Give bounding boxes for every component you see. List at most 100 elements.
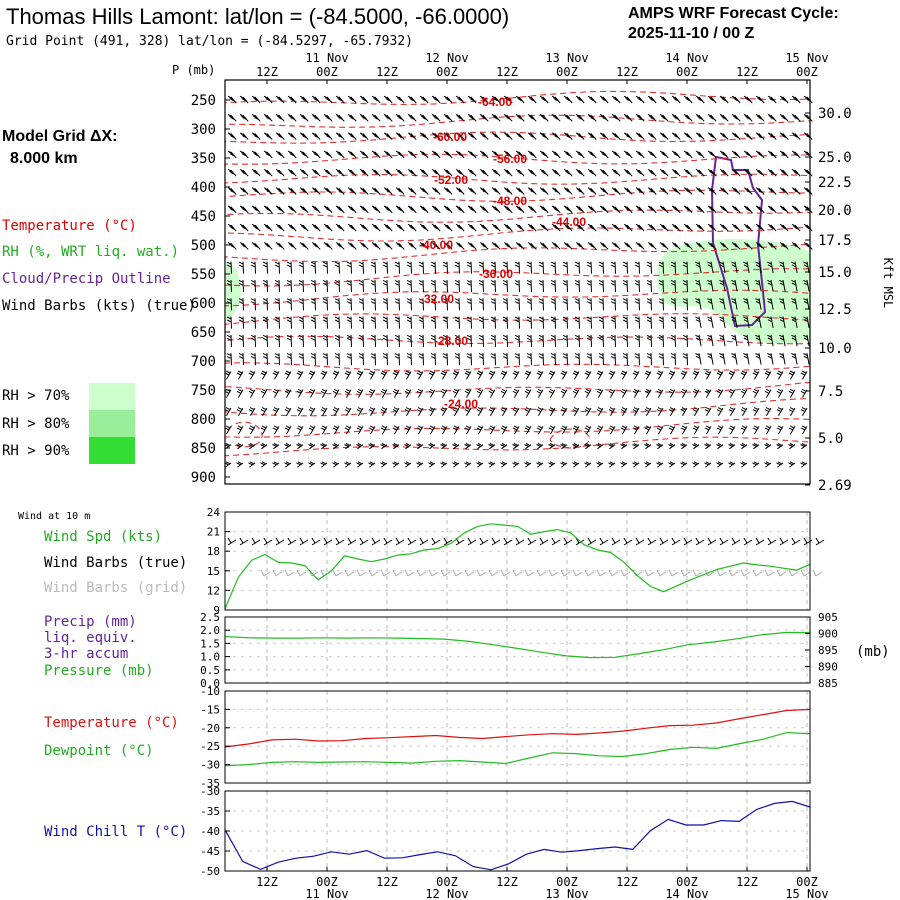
wind-barb xyxy=(656,461,664,468)
wind-barb xyxy=(584,443,592,450)
temperature-panel: Temperature (°C) Dewpoint (°C) -10 -15 -20… xyxy=(44,685,811,790)
wind-barb xyxy=(491,95,501,104)
wind-barb xyxy=(392,425,400,435)
wind-barb xyxy=(404,443,412,450)
wind-barb xyxy=(695,298,702,310)
surface-wind-barb-true xyxy=(263,537,273,546)
wind-barb xyxy=(467,150,477,159)
wind-barb xyxy=(743,114,753,122)
surface-wind-barb-true xyxy=(491,537,501,546)
bottom-time-tick: 00Z xyxy=(556,875,578,889)
wind-barb xyxy=(563,187,573,195)
wind-barb xyxy=(791,187,801,195)
isotherm-line xyxy=(224,90,811,107)
wind-barb xyxy=(548,407,556,417)
wind-barb xyxy=(632,370,640,380)
wind-barb xyxy=(682,261,688,274)
wind-barb xyxy=(611,242,621,250)
surface-wind-barb-true xyxy=(251,537,261,546)
wind-barb xyxy=(635,150,645,159)
surface-wind-barb-grid xyxy=(560,569,571,577)
pressure-tick-right: 890 xyxy=(818,661,838,674)
wind-barb xyxy=(455,187,465,195)
pressure-tick: 900 xyxy=(191,470,216,486)
wind-barb xyxy=(275,168,285,177)
wind-barb xyxy=(680,407,688,417)
wind-barb xyxy=(347,223,357,232)
wind-barb xyxy=(356,370,364,380)
wind-barb xyxy=(251,132,261,140)
wind-barb xyxy=(755,150,765,159)
top-time-tick: 00Z xyxy=(436,65,458,79)
surface-wind-barb-grid xyxy=(536,569,547,577)
wind-barb xyxy=(335,242,345,250)
wind-barb xyxy=(503,223,513,232)
wind-barb xyxy=(707,298,714,310)
wind-barb xyxy=(296,461,304,468)
wind-barb xyxy=(659,205,669,214)
wind-barb xyxy=(800,370,808,380)
wind-barb xyxy=(251,242,261,250)
wind-barb xyxy=(428,461,436,468)
wind-barb xyxy=(704,388,712,398)
wind-barb xyxy=(622,298,628,311)
wind-barb xyxy=(227,205,237,214)
wind-barb xyxy=(320,388,328,398)
wind-barb xyxy=(538,353,544,366)
wind-barb xyxy=(286,334,292,347)
wind-frame xyxy=(224,511,811,611)
wind-barb xyxy=(716,461,724,468)
wind-barb xyxy=(512,425,520,435)
wind-barb xyxy=(574,353,580,366)
top-time-tick: 12Z xyxy=(736,65,758,79)
wind-barb xyxy=(743,205,753,214)
wind-barb xyxy=(551,95,561,104)
precip-axis: 2.52.01.51.00.50.0 xyxy=(200,611,230,690)
wind-barb xyxy=(308,425,316,435)
wind-barb xyxy=(536,425,544,435)
wind-barb xyxy=(659,223,669,232)
wind-barb xyxy=(236,443,244,450)
wind-barb xyxy=(646,279,652,293)
wind-barb xyxy=(635,114,645,122)
surface-wind-barb-true xyxy=(515,537,525,546)
wind-barb xyxy=(716,425,724,435)
wind-barb xyxy=(550,334,556,347)
wind-barb xyxy=(260,388,268,398)
wind-barb xyxy=(683,223,693,232)
surface-wind-barb-grid xyxy=(656,569,667,577)
wind-barb xyxy=(620,443,628,450)
wind-barb xyxy=(538,316,544,329)
wind-barb xyxy=(383,168,393,177)
wind-barb xyxy=(550,261,556,274)
wind-barbs-grid xyxy=(260,569,823,577)
wind-barb xyxy=(539,150,549,159)
wind-barb xyxy=(383,95,393,104)
wind-barb xyxy=(479,187,489,195)
wind-barb xyxy=(575,168,585,177)
wind-barb xyxy=(683,95,693,104)
wind-barb xyxy=(512,388,520,398)
wind-barb xyxy=(752,388,760,398)
wind-barb xyxy=(371,242,381,250)
wind-barb xyxy=(476,425,484,435)
wind-barb xyxy=(658,298,664,311)
surface-wind-barb-true xyxy=(623,537,633,546)
surface-wind-barb-grid xyxy=(752,569,763,577)
wind-barb xyxy=(275,205,285,214)
wind-barb xyxy=(272,425,280,435)
isotherm-line xyxy=(224,173,811,186)
wind-barb xyxy=(287,114,297,122)
wind-barb xyxy=(683,242,693,250)
wind-barb xyxy=(647,132,657,140)
surface-wind-barb-grid xyxy=(812,569,823,577)
wind-barb xyxy=(587,187,597,195)
wind-speed-line xyxy=(224,523,811,609)
wind-barb xyxy=(275,95,285,104)
wind-barb xyxy=(395,205,405,214)
wind-barb xyxy=(356,388,364,398)
wind-barb xyxy=(611,114,621,122)
wind-barb xyxy=(419,95,429,104)
wind-barb xyxy=(263,242,273,250)
wind-barb xyxy=(610,334,616,347)
